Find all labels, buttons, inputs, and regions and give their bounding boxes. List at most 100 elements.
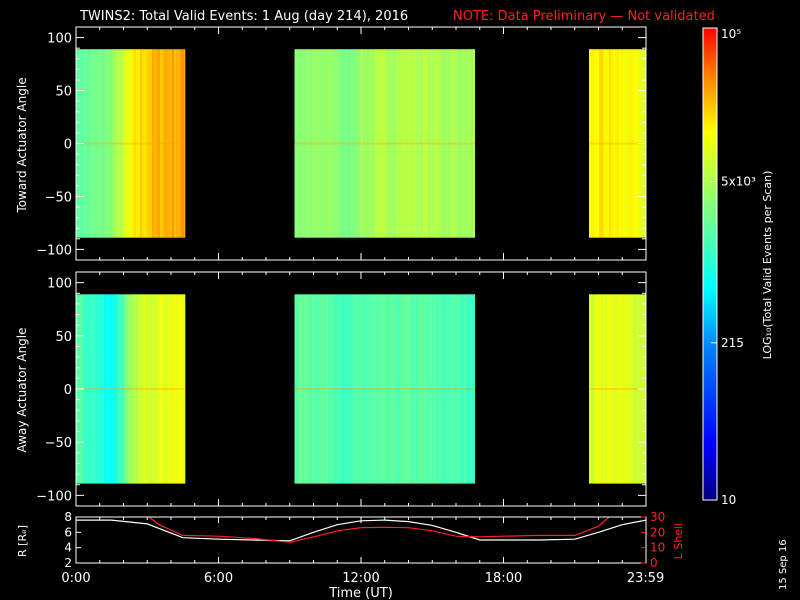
heatmap-column xyxy=(611,49,613,238)
zero-angle-band xyxy=(294,388,475,390)
heatmap-column xyxy=(350,49,353,238)
heatmap-column xyxy=(146,294,148,484)
heatmap-column xyxy=(126,294,128,484)
heatmap-column xyxy=(452,49,455,238)
heatmap-column xyxy=(462,294,465,484)
heatmap-column xyxy=(322,294,325,484)
heatmap-column xyxy=(468,49,471,238)
heatmap-column xyxy=(312,294,315,484)
heatmap-column xyxy=(84,294,86,484)
heatmap-column xyxy=(168,294,170,484)
heatmap-column xyxy=(124,49,126,238)
heatmap-column xyxy=(316,49,319,238)
heatmap-column xyxy=(298,294,301,484)
heatmap-column xyxy=(318,294,321,484)
heatmap-column xyxy=(326,49,329,238)
heatmap-column xyxy=(90,294,92,484)
heatmap-column xyxy=(398,49,401,238)
heatmap-column xyxy=(316,294,319,484)
heatmap-column xyxy=(346,49,349,238)
heatmap-column xyxy=(182,294,184,484)
heatmap-column xyxy=(178,49,180,238)
heatmap-column xyxy=(474,49,475,238)
heatmap-column xyxy=(380,294,383,484)
heatmap-column xyxy=(296,49,299,238)
heatmap-column xyxy=(122,49,124,238)
heatmap-column xyxy=(617,294,619,484)
heatmap-column xyxy=(428,294,431,484)
heatmap-column xyxy=(112,49,114,238)
heatmap-column xyxy=(633,49,635,238)
heatmap-column xyxy=(126,49,128,238)
heatmap-column xyxy=(324,49,327,238)
heatmap-column xyxy=(599,294,601,484)
heatmap-column xyxy=(314,49,317,238)
colorbar-tick-label: 5x10³ xyxy=(721,175,756,189)
heatmap-column xyxy=(178,294,180,484)
heatmap-column xyxy=(430,294,433,484)
heatmap-column xyxy=(464,294,467,484)
heatmap-column xyxy=(326,294,329,484)
heatmap-column xyxy=(472,49,475,238)
heatmap-column xyxy=(454,49,457,238)
y-tick-label: 50 xyxy=(55,330,72,345)
heatmap-column xyxy=(384,294,387,484)
heatmap-column xyxy=(152,49,154,238)
heatmap-column xyxy=(356,294,359,484)
heatmap-column xyxy=(386,49,389,238)
heatmap-column xyxy=(593,49,595,238)
y-tick-label: −100 xyxy=(36,489,72,504)
heatmap-column xyxy=(346,294,349,484)
heatmap-column xyxy=(118,49,120,238)
heatmap-column xyxy=(412,294,415,484)
heatmap-column xyxy=(450,49,453,238)
heatmap-column xyxy=(176,294,178,484)
heatmap-column xyxy=(336,294,339,484)
x-tick-label: 23:59 xyxy=(627,571,664,586)
generation-date: 15 Sep 16 xyxy=(778,539,789,590)
heatmap-column xyxy=(162,294,164,484)
heatmap-column xyxy=(92,49,94,238)
y-right-tick-label: 10 xyxy=(650,541,665,555)
heatmap-column xyxy=(426,49,429,238)
heatmap-column xyxy=(150,49,152,238)
heatmap-column xyxy=(635,49,637,238)
heatmap-column xyxy=(106,49,108,238)
heatmap-column xyxy=(464,49,467,238)
heatmap-column xyxy=(591,294,593,484)
y-right-tick-label: 20 xyxy=(650,525,665,539)
y-right-tick-label: 0 xyxy=(650,556,658,570)
heatmap-column xyxy=(130,294,132,484)
heatmap-column xyxy=(132,294,134,484)
heatmap-column xyxy=(414,49,417,238)
heatmap-column xyxy=(368,294,371,484)
heatmap-column xyxy=(86,49,88,238)
y-tick-label: 50 xyxy=(55,85,72,100)
heatmap-column xyxy=(318,49,321,238)
heatmap-column xyxy=(400,49,403,238)
heatmap-column xyxy=(156,294,158,484)
heatmap-column xyxy=(166,49,168,238)
heatmap-column xyxy=(460,294,463,484)
heatmap-column xyxy=(392,294,395,484)
heatmap-column xyxy=(440,49,443,238)
heatmap-column xyxy=(184,294,186,484)
y-tick-label: 0 xyxy=(64,138,72,153)
heatmap-column xyxy=(84,49,86,238)
heatmap-column xyxy=(174,49,176,238)
heatmap-column xyxy=(448,49,451,238)
heatmap-column xyxy=(140,294,142,484)
heatmap-column xyxy=(621,49,623,238)
colorbar-tick-label: 10⁵ xyxy=(721,27,741,41)
heatmap-column xyxy=(462,49,465,238)
heatmap-column xyxy=(406,294,409,484)
heatmap-column xyxy=(382,294,385,484)
heatmap-column xyxy=(438,49,441,238)
heatmap-column xyxy=(352,49,355,238)
heatmap-column xyxy=(98,294,100,484)
heatmap-column xyxy=(328,49,331,238)
heatmap-column xyxy=(294,294,297,484)
y-tick-label: 8 xyxy=(64,510,72,524)
heatmap-column xyxy=(170,49,172,238)
